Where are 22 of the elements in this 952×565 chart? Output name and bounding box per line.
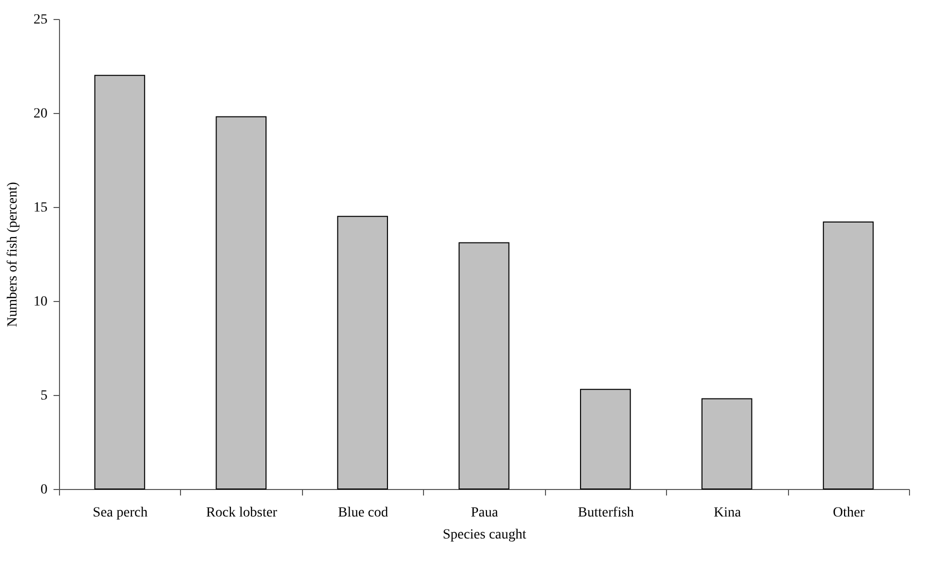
x-tick-label: Other: [832, 506, 866, 520]
bar: [822, 222, 874, 490]
y-tick-label: 10: [34, 294, 48, 310]
bar: [580, 388, 631, 490]
x-tick-label: Rock lobster: [206, 506, 278, 520]
bar: [337, 216, 388, 490]
y-axis-title: Numbers of fish (percent): [6, 182, 20, 328]
y-tick-label: 5: [40, 388, 48, 404]
bar: [458, 242, 510, 490]
y-tick-label: 15: [34, 200, 48, 216]
y-tick-label: 25: [34, 12, 48, 28]
x-axis-title: Species caught: [442, 528, 526, 542]
x-tick-label: Sea perch: [92, 506, 148, 520]
bar: [216, 116, 267, 490]
bar: [94, 74, 146, 490]
x-tick-label: Butterfish: [578, 506, 634, 520]
y-tick-label: 0: [40, 482, 48, 498]
x-tick-label: Paua: [470, 506, 499, 520]
y-tick-label: 20: [34, 106, 48, 122]
bar: [701, 398, 752, 490]
x-tick-label: Blue cod: [338, 506, 388, 520]
x-tick-label: Kina: [714, 506, 742, 520]
